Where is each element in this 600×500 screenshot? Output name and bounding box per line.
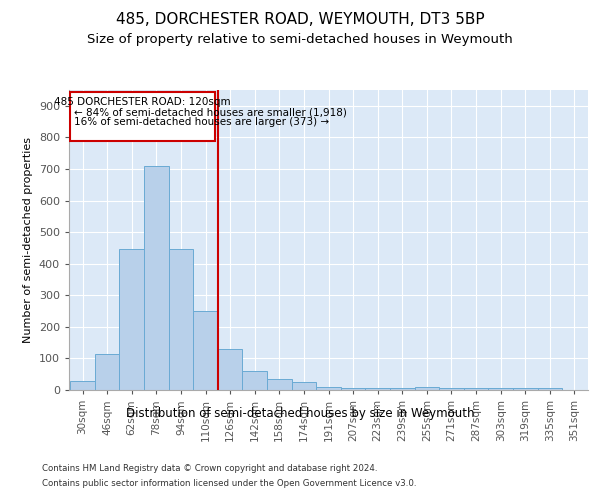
Text: 16% of semi-detached houses are larger (373) →: 16% of semi-detached houses are larger (… [74, 118, 329, 128]
Bar [390, 388, 415, 390]
Bar [144, 166, 169, 390]
Bar [439, 388, 464, 390]
Bar [218, 349, 242, 390]
Text: 485, DORCHESTER ROAD, WEYMOUTH, DT3 5BP: 485, DORCHESTER ROAD, WEYMOUTH, DT3 5BP [116, 12, 484, 28]
Bar [538, 388, 562, 390]
Bar [365, 388, 390, 390]
Text: Contains public sector information licensed under the Open Government Licence v3: Contains public sector information licen… [42, 479, 416, 488]
Bar [292, 382, 316, 390]
Text: Size of property relative to semi-detached houses in Weymouth: Size of property relative to semi-detach… [87, 32, 513, 46]
Text: ← 84% of semi-detached houses are smaller (1,918): ← 84% of semi-detached houses are smalle… [74, 108, 347, 118]
Bar [70, 92, 215, 140]
Bar [169, 250, 193, 390]
Text: 485 DORCHESTER ROAD: 120sqm: 485 DORCHESTER ROAD: 120sqm [55, 98, 231, 108]
Text: Distribution of semi-detached houses by size in Weymouth: Distribution of semi-detached houses by … [126, 408, 474, 420]
Bar [488, 388, 513, 390]
Bar [70, 380, 95, 390]
Bar [464, 388, 488, 390]
Bar [119, 250, 144, 390]
Bar [415, 387, 439, 390]
Bar [341, 388, 365, 390]
Bar [267, 379, 292, 390]
Y-axis label: Number of semi-detached properties: Number of semi-detached properties [23, 137, 33, 343]
Bar [316, 387, 341, 390]
Bar [95, 354, 119, 390]
Bar [513, 388, 538, 390]
Bar [193, 311, 218, 390]
Text: Contains HM Land Registry data © Crown copyright and database right 2024.: Contains HM Land Registry data © Crown c… [42, 464, 377, 473]
Bar [242, 371, 267, 390]
